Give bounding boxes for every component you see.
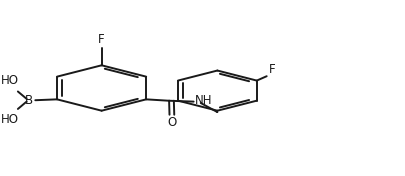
Text: O: O: [167, 117, 177, 130]
Text: B: B: [25, 94, 33, 107]
Text: HO: HO: [1, 113, 19, 126]
Text: F: F: [269, 63, 275, 76]
Text: NH: NH: [195, 94, 212, 107]
Text: F: F: [98, 33, 105, 46]
Text: HO: HO: [1, 74, 19, 87]
